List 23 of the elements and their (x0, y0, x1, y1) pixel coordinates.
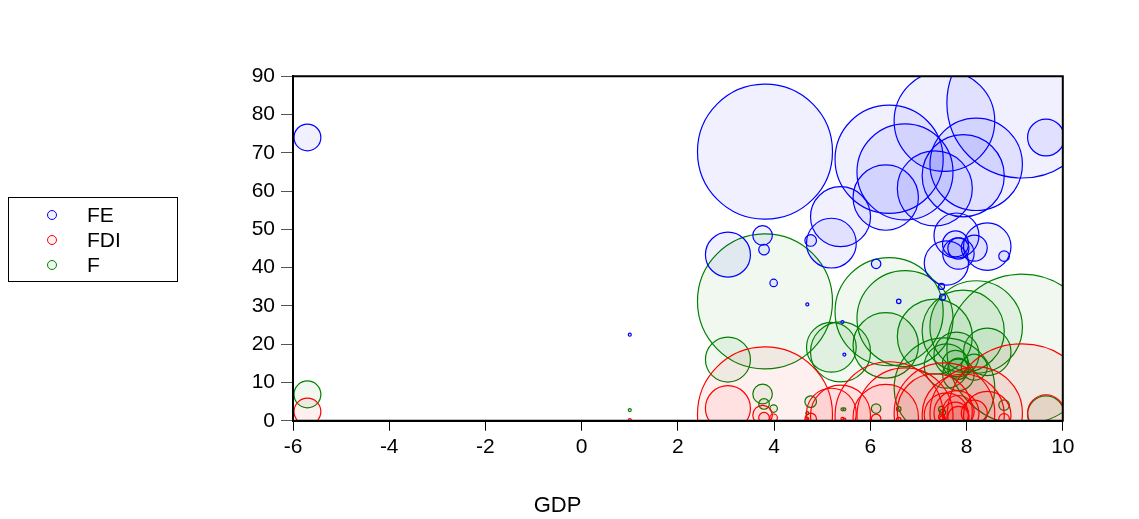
legend-label: F (87, 252, 100, 277)
x-tick-label: -6 (283, 434, 303, 458)
legend-label: FDI (87, 227, 121, 252)
x-tick-label: 2 (672, 434, 684, 458)
x-tick-label: 6 (864, 434, 877, 458)
x-axis-title: GDP (533, 492, 582, 517)
x-tick-label: 4 (768, 434, 781, 458)
y-tick-label: 30 (251, 292, 275, 316)
y-tick-label: 10 (251, 369, 275, 393)
legend-label: FE (87, 202, 114, 227)
y-tick-label: 60 (251, 177, 275, 201)
x-tick-label: 0 (575, 434, 588, 458)
y-tick-label: 50 (251, 216, 275, 240)
y-tick-label: 0 (263, 407, 275, 431)
x-tick-label: -4 (379, 434, 399, 458)
y-tick-label: 20 (251, 331, 275, 355)
x-tick-label: 8 (960, 434, 973, 458)
y-tick-label: 40 (251, 254, 275, 278)
y-tick-label: 80 (251, 101, 275, 125)
x-tick-label: 10 (1051, 434, 1075, 458)
y-tick-label: 70 (251, 139, 275, 163)
y-tick-label: 90 (251, 63, 275, 86)
x-tick-label: -2 (476, 434, 495, 458)
